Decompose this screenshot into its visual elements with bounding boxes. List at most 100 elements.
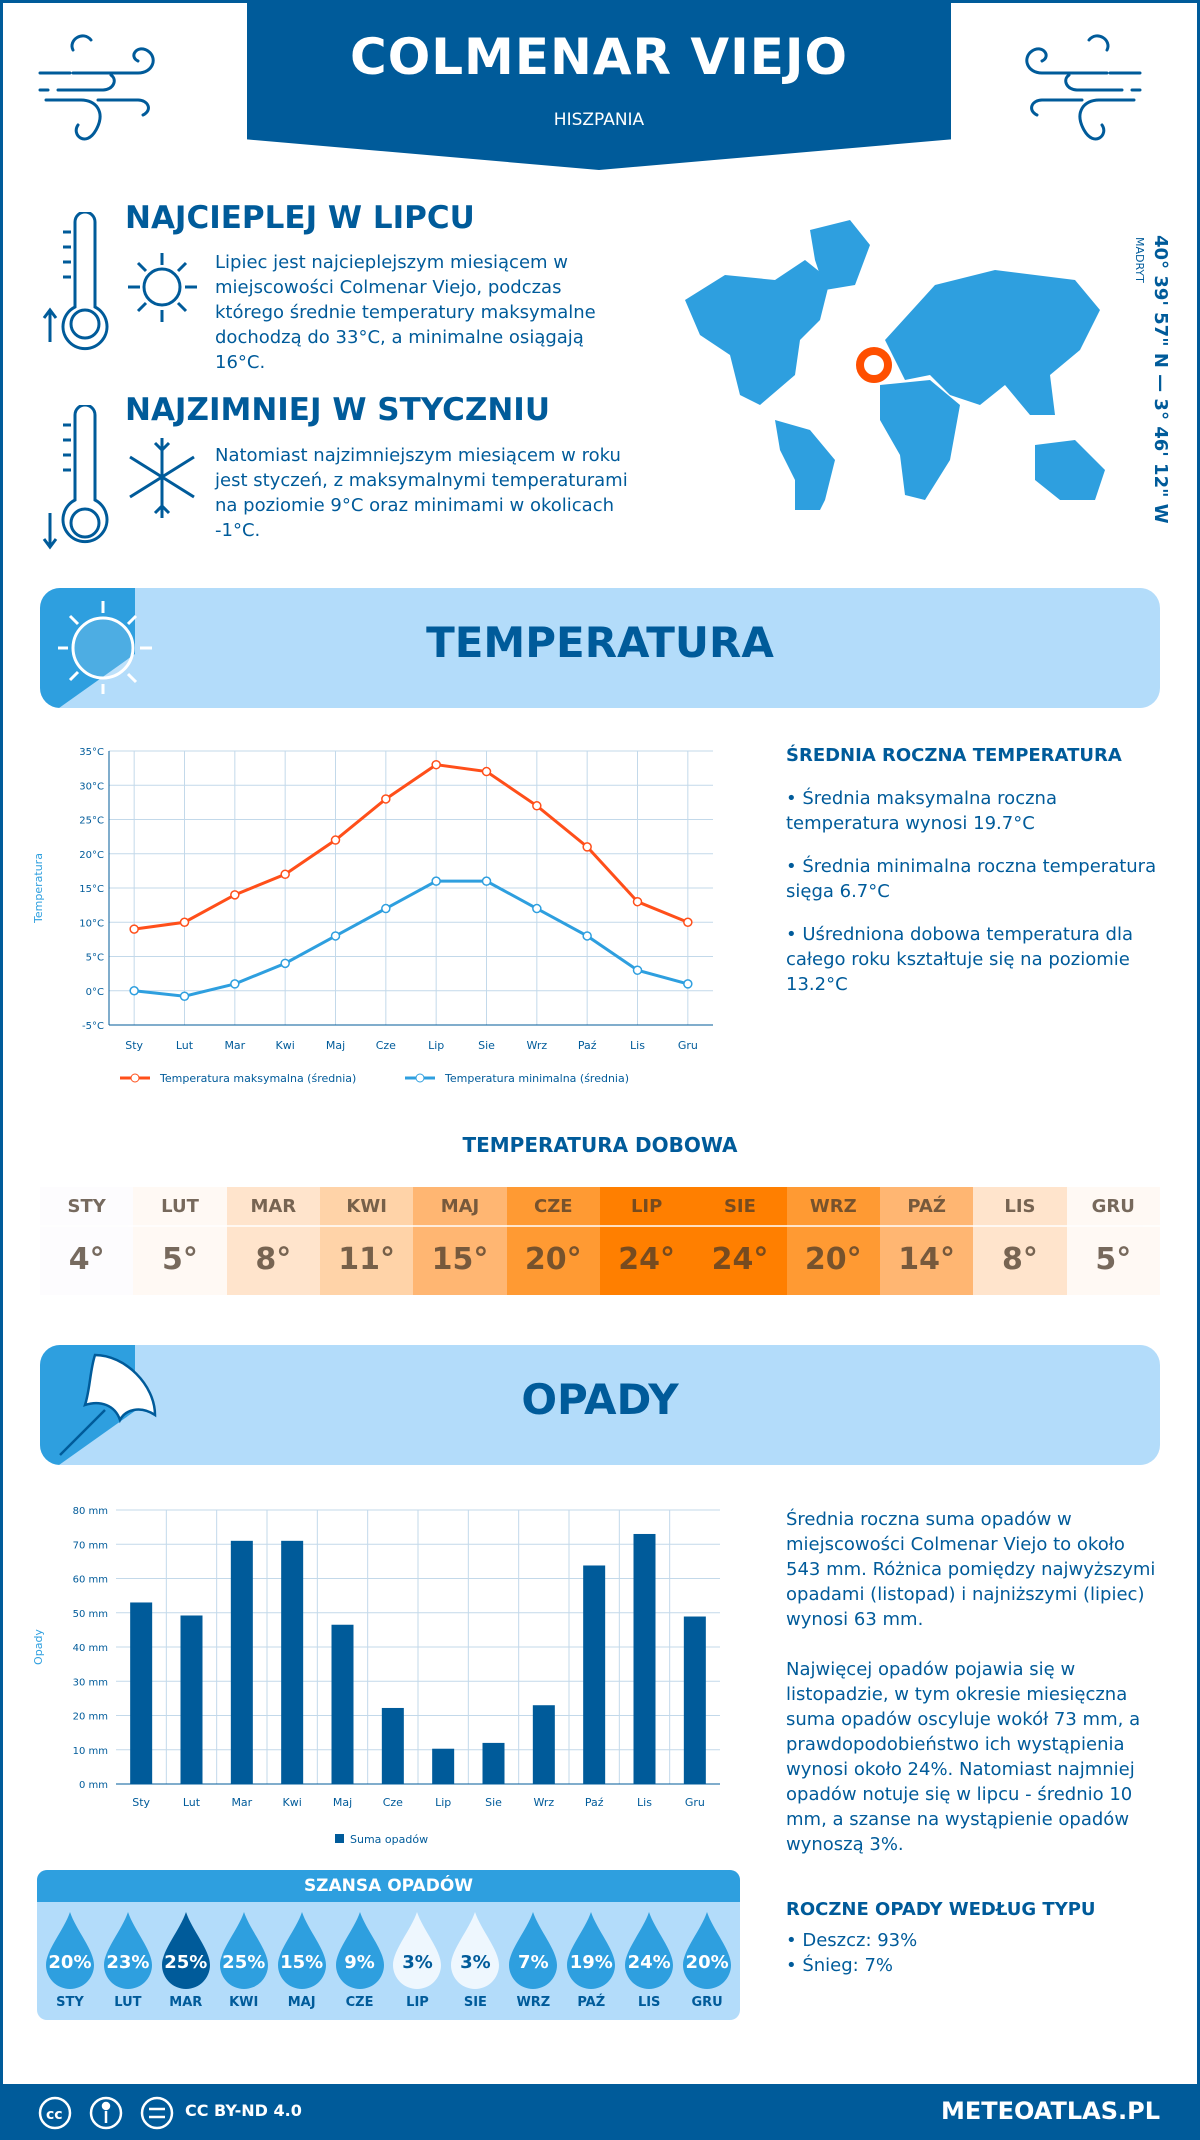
series-line: [133, 763, 689, 931]
daily-month: KWI: [319, 1187, 414, 1227]
daily-temp-value: 11°: [338, 1242, 396, 1277]
y-tick-label: 70 mm: [73, 1540, 108, 1551]
x-tick-label: Mar: [231, 1796, 252, 1809]
precipitation-type-item: • Śnieg: 7%: [786, 1955, 894, 1976]
daily-month: MAR: [226, 1187, 320, 1227]
precipitation-bar: [281, 1540, 304, 1784]
page-title: COLMENAR VIEJO: [350, 28, 848, 86]
chance-month: MAR: [169, 1995, 203, 2010]
daily-temp-cell: LIS 8°: [973, 1187, 1067, 1295]
data-point: [532, 801, 542, 811]
x-tick-label: Gru: [685, 1796, 705, 1809]
chance-value: 19%: [569, 1952, 613, 1973]
x-tick-label: Lis: [630, 1039, 645, 1052]
data-point: [129, 924, 139, 934]
hot-month-text: Lipiec jest najcieplejszym miesiącem w m…: [215, 252, 596, 373]
daily-temp-value: 15°: [431, 1242, 489, 1277]
daily-temp-value: 8°: [1002, 1242, 1038, 1277]
x-tick-label: Mar: [224, 1039, 245, 1052]
temperature-section-header: TEMPERATURA: [40, 588, 1160, 708]
series-line: [134, 879, 689, 998]
precipitation-chance-drop: 20% STY: [41, 1902, 99, 2020]
data-point: [582, 842, 592, 852]
chance-month: STY: [56, 1995, 84, 2010]
daily-temp-cell: SIE 24°: [693, 1187, 787, 1295]
site-link[interactable]: METEOATLAS.PL: [940, 2097, 1160, 2125]
y-axis-label: Temperatura: [32, 853, 45, 924]
precipitation-bar: [180, 1615, 203, 1784]
precipitation-chance-drop: 20% GRU: [678, 1902, 736, 2020]
chance-value: 3%: [460, 1952, 491, 1973]
y-tick-label: 15°C: [79, 884, 104, 895]
x-tick-label: Sty: [125, 1039, 143, 1052]
daily-temp-cell: WRZ 20°: [786, 1187, 880, 1295]
daily-month: LIS: [973, 1187, 1067, 1227]
daily-temp-value: 20°: [804, 1242, 862, 1277]
daily-temp-cell: LUT 5°: [133, 1187, 227, 1295]
precipitation-summary: Średnia roczna suma opadów w miejscowośc…: [786, 1507, 1161, 1978]
data-point: [230, 890, 240, 900]
data-point: [381, 794, 391, 804]
x-tick-label: Lut: [183, 1796, 201, 1809]
legend-marker: [415, 1073, 425, 1083]
license-label: CC BY-ND 4.0: [185, 2101, 302, 2120]
y-tick-label: 0°C: [86, 987, 104, 998]
precipitation-chance-drop: 15% MAJ: [273, 1902, 331, 2020]
raindrop-icon: [393, 1912, 442, 1989]
chance-month: GRU: [691, 1995, 723, 2010]
daily-temp-value: 14°: [898, 1242, 955, 1277]
x-tick-label: Kwi: [283, 1796, 302, 1809]
x-tick-label: Sty: [132, 1796, 150, 1809]
chance-month: LUT: [114, 1995, 142, 2010]
raindrop-icon: [277, 1912, 326, 1989]
summary-item: • Średnia maksymalna roczna temperatura …: [786, 788, 1057, 834]
data-point: [431, 759, 441, 770]
daily-month: LUT: [133, 1187, 227, 1227]
y-tick-label: 0 mm: [79, 1780, 108, 1791]
x-tick-label: Sie: [478, 1039, 495, 1052]
daily-temp-cell: MAJ 15°: [413, 1187, 507, 1295]
legend-marker: [130, 1073, 140, 1083]
daily-temp-value: 24°: [711, 1242, 769, 1277]
x-tick-label: Wrz: [526, 1039, 547, 1052]
daily-month: STY: [40, 1187, 134, 1227]
x-tick-label: Lut: [176, 1039, 194, 1052]
y-tick-label: -5°C: [82, 1021, 104, 1032]
daily-temp-cell: KWI 11°: [319, 1187, 414, 1295]
precipitation-chance-drop: 25% KWI: [215, 1902, 273, 2020]
precipitation-bar: [331, 1624, 354, 1784]
chance-value: 15%: [280, 1952, 324, 1973]
x-tick-label: Lis: [637, 1796, 652, 1809]
daily-temp-cell: PAŹ 14°: [879, 1187, 974, 1295]
wind-icon: [1025, 34, 1142, 141]
daily-temp-value: 20°: [524, 1242, 582, 1277]
data-point: [280, 958, 290, 969]
precipitation-bar: [532, 1705, 555, 1784]
y-tick-label: 60 mm: [73, 1575, 108, 1586]
daily-month: PAŹ: [879, 1187, 974, 1227]
legend-swatch: [335, 1834, 344, 1843]
chance-month: SIE: [463, 1995, 487, 2010]
y-tick-label: 40 mm: [73, 1643, 108, 1654]
daily-month: SIE: [693, 1187, 787, 1227]
summary-item: • Uśredniona dobowa temperatura dla całe…: [786, 924, 1134, 995]
precipitation-chance-drop: 19% PAŹ: [562, 1902, 620, 2020]
x-tick-label: Maj: [326, 1039, 345, 1052]
y-tick-label: 80 mm: [73, 1506, 108, 1517]
x-tick-label: Lip: [435, 1796, 451, 1809]
daily-temp-value: 5°: [1095, 1242, 1132, 1277]
header-banner: [247, 0, 951, 170]
thermometer-hot-icon: [42, 212, 109, 351]
data-point: [280, 869, 290, 880]
x-tick-label: Kwi: [276, 1039, 295, 1052]
precipitation-chance-drop: 9% CZE: [331, 1902, 389, 2020]
precipitation-bar: [230, 1540, 253, 1784]
raindrop-icon: [451, 1912, 500, 1989]
y-tick-label: 5°C: [86, 953, 104, 964]
hot-month-title: NAJCIEPLEJ W LIPCU: [125, 200, 475, 236]
y-axis-label: Opady: [32, 1629, 45, 1665]
daily-temp-cell: LIP 24°: [599, 1187, 694, 1295]
legend-label: Temperatura minimalna (średnia): [444, 1072, 629, 1085]
precipitation-chance-drop: 24% LIS: [620, 1902, 678, 2020]
precipitation-bar: [583, 1565, 606, 1784]
